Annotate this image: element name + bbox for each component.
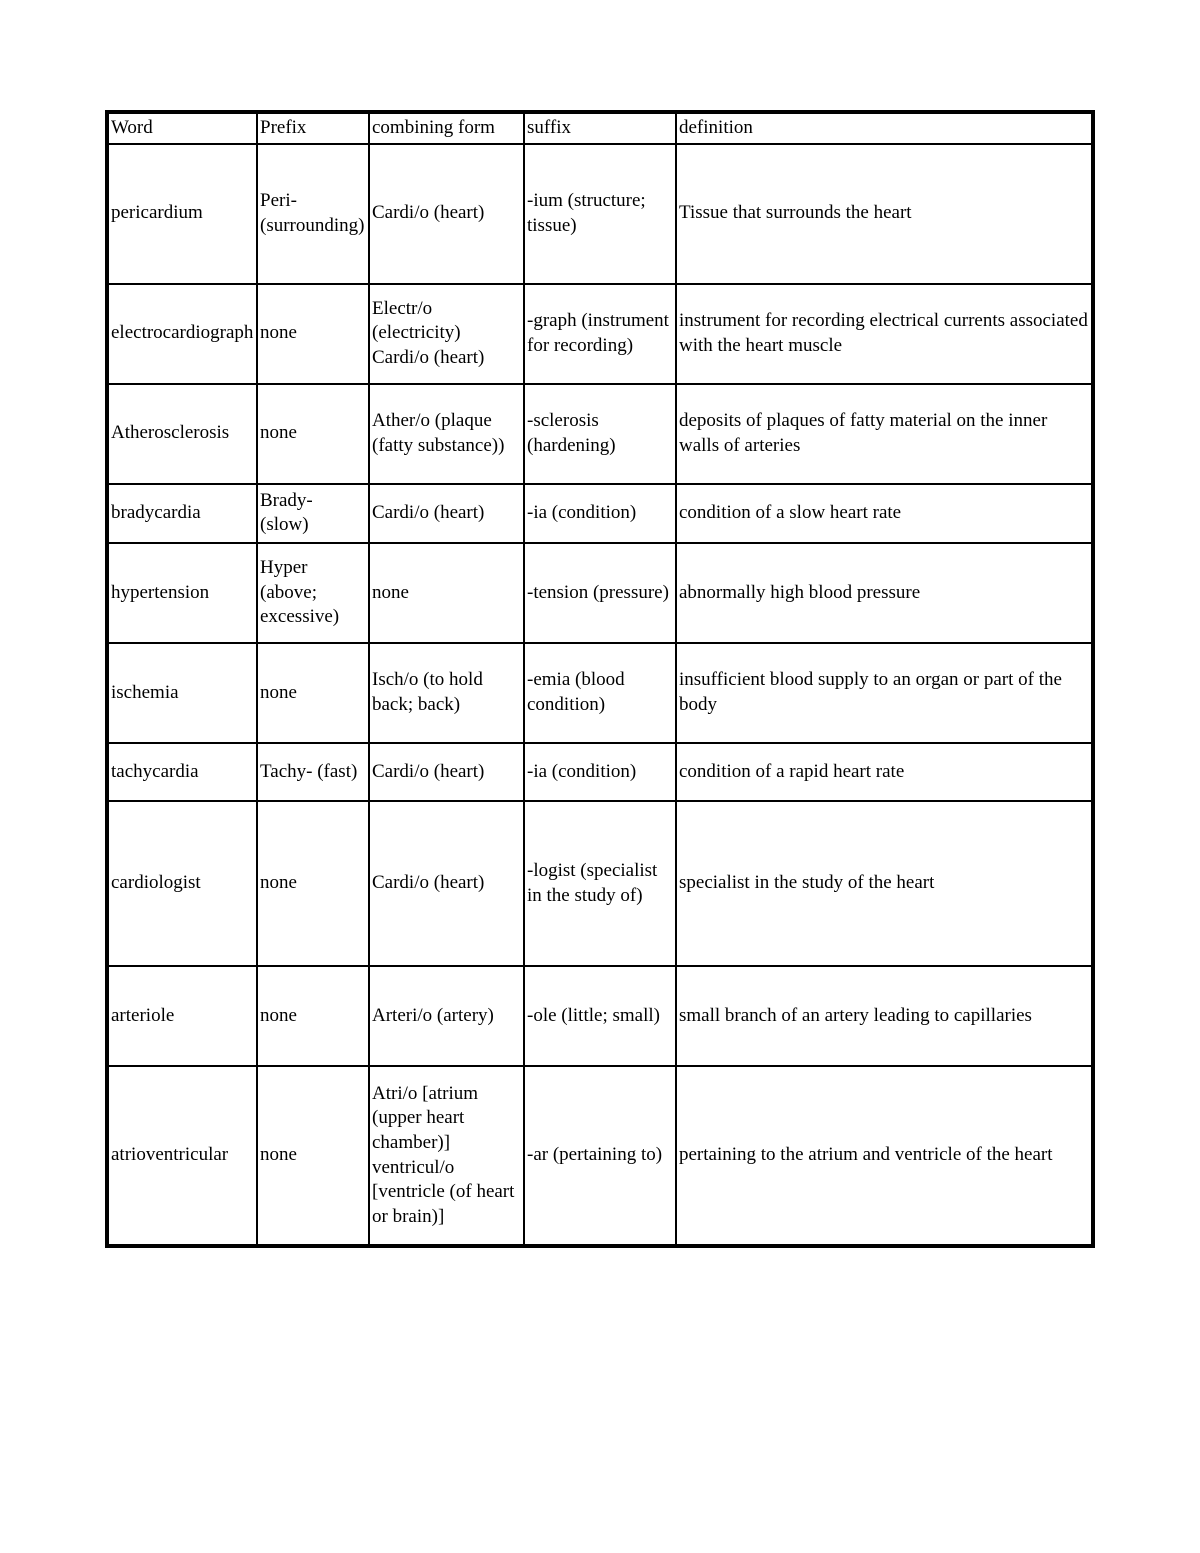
cell-word: ischemia [107, 643, 257, 743]
table-row: tachycardiaTachy- (fast)Cardi/o (heart)-… [107, 743, 1093, 801]
cell-definition: insufficient blood supply to an organ or… [676, 643, 1093, 743]
cell-word: cardiologist [107, 801, 257, 966]
cell-definition: Tissue that surrounds the heart [676, 144, 1093, 284]
cell-suffix: -ar (pertaining to) [524, 1066, 676, 1246]
cell-prefix: none [257, 801, 369, 966]
table-row: cardiologistnoneCardi/o (heart)-logist (… [107, 801, 1093, 966]
cell-suffix: -ole (little; small) [524, 966, 676, 1066]
cell-prefix: Brady- (slow) [257, 484, 369, 543]
cell-word: atrioventricular [107, 1066, 257, 1246]
table-row: AtherosclerosisnoneAther/o (plaque (fatt… [107, 384, 1093, 484]
cell-word: bradycardia [107, 484, 257, 543]
cell-word: hypertension [107, 543, 257, 643]
cell-prefix: none [257, 284, 369, 384]
column-header-suffix: suffix [524, 112, 676, 144]
cell-suffix: -logist (specialist in the study of) [524, 801, 676, 966]
cell-definition: small branch of an artery leading to cap… [676, 966, 1093, 1066]
cell-prefix: Peri- (surrounding) [257, 144, 369, 284]
cell-combining: Cardi/o (heart) [369, 484, 524, 543]
cell-definition: deposits of plaques of fatty material on… [676, 384, 1093, 484]
table-row: atrioventricularnoneAtri/o [atrium (uppe… [107, 1066, 1093, 1246]
cell-prefix: Hyper (above; excessive) [257, 543, 369, 643]
cell-word: Atherosclerosis [107, 384, 257, 484]
cell-combining: Cardi/o (heart) [369, 801, 524, 966]
cell-definition: pertaining to the atrium and ventricle o… [676, 1066, 1093, 1246]
cell-definition: specialist in the study of the heart [676, 801, 1093, 966]
table-row: electrocardiographnoneElectr/o (electric… [107, 284, 1093, 384]
column-header-definition: definition [676, 112, 1093, 144]
cell-prefix: none [257, 643, 369, 743]
cell-suffix: -tension (pressure) [524, 543, 676, 643]
cell-combining: Cardi/o (heart) [369, 144, 524, 284]
cell-suffix: -ia (condition) [524, 484, 676, 543]
cell-suffix: -ium (structure; tissue) [524, 144, 676, 284]
cell-prefix: none [257, 966, 369, 1066]
cell-combining: none [369, 543, 524, 643]
cell-suffix: -emia (blood condition) [524, 643, 676, 743]
cell-suffix: -sclerosis (hardening) [524, 384, 676, 484]
table-row: bradycardiaBrady- (slow)Cardi/o (heart)-… [107, 484, 1093, 543]
cell-combining: Cardi/o (heart) [369, 743, 524, 801]
cell-prefix: none [257, 1066, 369, 1246]
cell-word: arteriole [107, 966, 257, 1066]
cell-combining: Ather/o (plaque (fatty substance)) [369, 384, 524, 484]
cell-combining: Isch/o (to hold back; back) [369, 643, 524, 743]
cell-word: pericardium [107, 144, 257, 284]
cell-definition: instrument for recording electrical curr… [676, 284, 1093, 384]
cell-combining: Atri/o [atrium (upper heart chamber)] ve… [369, 1066, 524, 1246]
cell-combining: Arteri/o (artery) [369, 966, 524, 1066]
table-row: arteriolenoneArteri/o (artery)-ole (litt… [107, 966, 1093, 1066]
table-row: pericardiumPeri- (surrounding)Cardi/o (h… [107, 144, 1093, 284]
cell-prefix: none [257, 384, 369, 484]
table-row: hypertensionHyper (above; excessive)none… [107, 543, 1093, 643]
cell-word: tachycardia [107, 743, 257, 801]
cell-definition: condition of a rapid heart rate [676, 743, 1093, 801]
table-row: ischemianoneIsch/o (to hold back; back)-… [107, 643, 1093, 743]
column-header-prefix: Prefix [257, 112, 369, 144]
column-header-word: Word [107, 112, 257, 144]
cell-prefix: Tachy- (fast) [257, 743, 369, 801]
cell-suffix: -ia (condition) [524, 743, 676, 801]
cell-definition: condition of a slow heart rate [676, 484, 1093, 543]
cell-definition: abnormally high blood pressure [676, 543, 1093, 643]
column-header-combining: combining form [369, 112, 524, 144]
table-body: Word Prefix combining form suffix defini… [107, 112, 1093, 1246]
medical-terminology-table: Word Prefix combining form suffix defini… [105, 110, 1095, 1248]
cell-word: electrocardiograph [107, 284, 257, 384]
cell-suffix: -graph (instrument for recording) [524, 284, 676, 384]
cell-combining: Electr/o (electricity) Cardi/o (heart) [369, 284, 524, 384]
table-header-row: Word Prefix combining form suffix defini… [107, 112, 1093, 144]
